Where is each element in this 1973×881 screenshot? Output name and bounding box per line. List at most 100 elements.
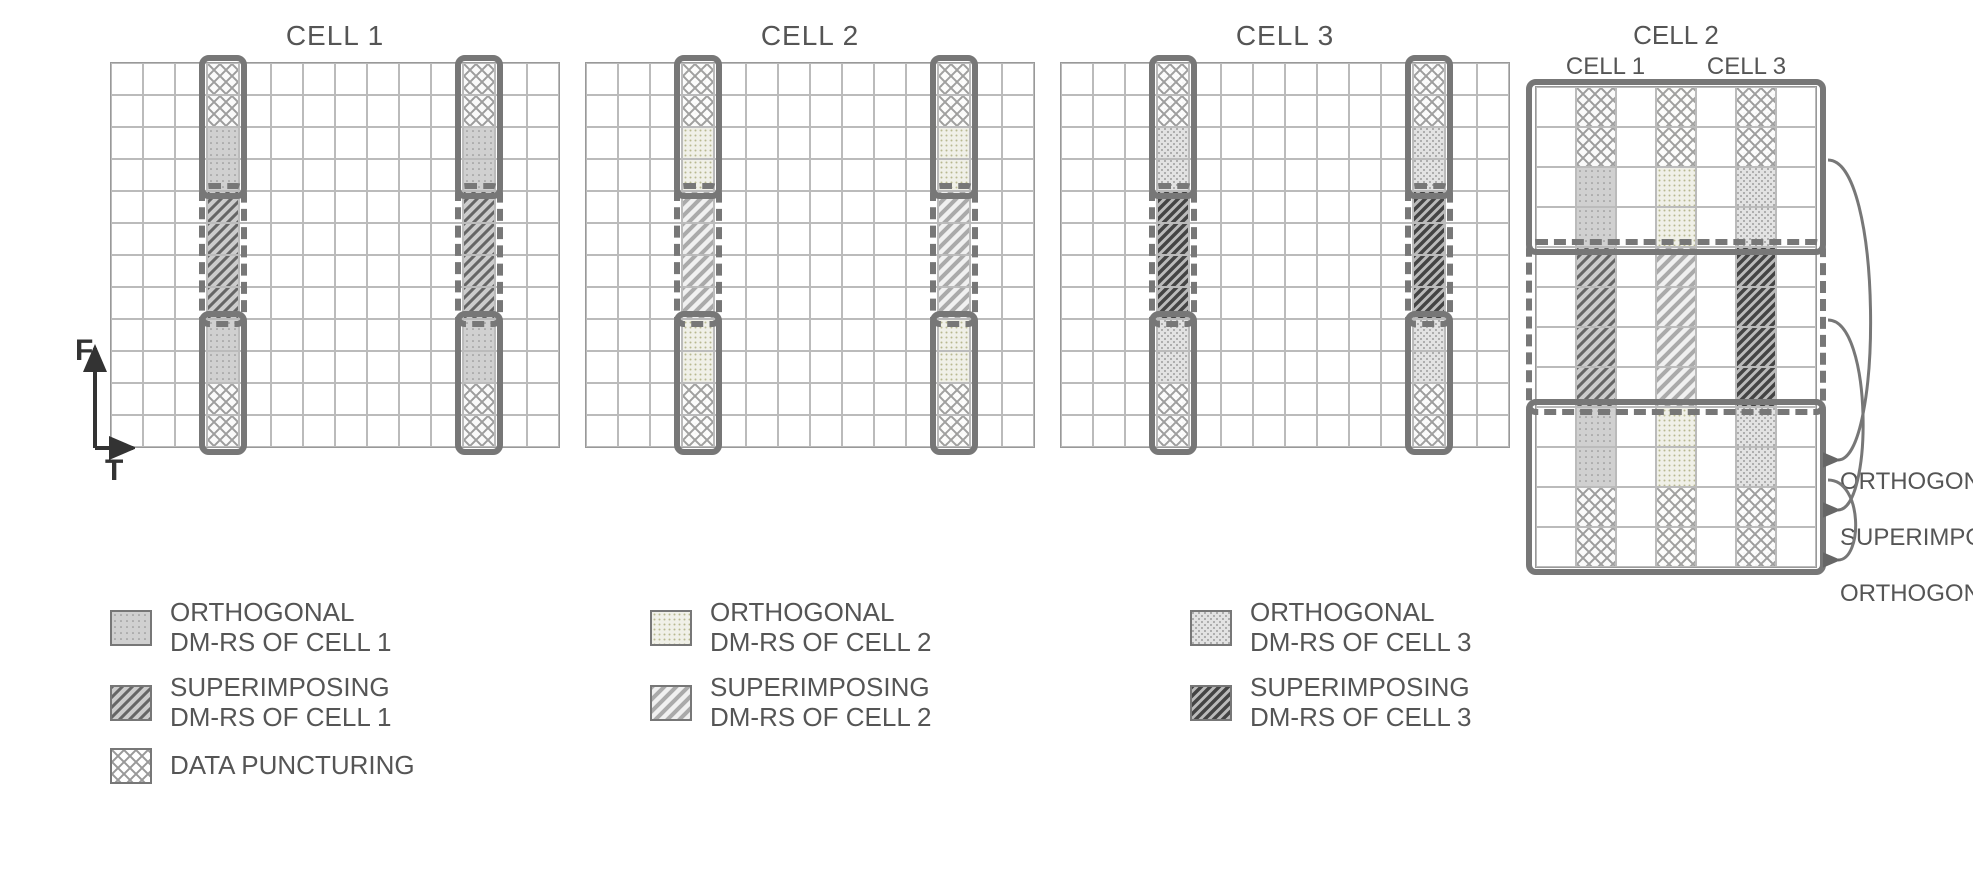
grid-cell [1536, 127, 1576, 167]
grid-cell [527, 63, 559, 95]
grid-cell [1221, 383, 1253, 415]
grid-cell [271, 383, 303, 415]
grid-cell [463, 351, 495, 383]
legend-item: ORTHOGONAL DM-RS OF CELL 1 [110, 598, 590, 658]
grid-cell [1189, 63, 1221, 95]
grid-cell [527, 287, 559, 319]
grid-cell [495, 63, 527, 95]
grid-cell [938, 287, 970, 319]
grid-cell [463, 127, 495, 159]
grid-cell [1656, 127, 1696, 167]
grid-cell [527, 415, 559, 447]
grid-cell [495, 255, 527, 287]
grid-cell [874, 127, 906, 159]
grid-cell [1157, 95, 1189, 127]
grid-cell [778, 351, 810, 383]
grid-cell [1776, 167, 1816, 207]
grid-cell [1413, 127, 1445, 159]
grid-cell [650, 191, 682, 223]
grid-cell [1125, 159, 1157, 191]
grid-cell [714, 383, 746, 415]
grid-cell [618, 223, 650, 255]
grid-cell [1061, 287, 1093, 319]
legend-item: SUPERIMPOSING DM-RS OF CELL 2 [650, 673, 1130, 733]
grid-cell [1656, 287, 1696, 327]
grid-cell [495, 127, 527, 159]
grid-cell [874, 159, 906, 191]
grid-cell [938, 191, 970, 223]
grid-cell [1656, 487, 1696, 527]
grid-cell [495, 223, 527, 255]
grid-cell [1776, 327, 1816, 367]
grid-cell [367, 191, 399, 223]
grid-cell [778, 127, 810, 159]
grid-cell [842, 415, 874, 447]
grid-cell [303, 95, 335, 127]
grid-cell [682, 159, 714, 191]
grid-cell [1349, 223, 1381, 255]
grid-cell [1445, 415, 1477, 447]
grid-cell [1002, 95, 1034, 127]
grid-cell [778, 191, 810, 223]
grid-cell [143, 95, 175, 127]
grid-cell [1317, 255, 1349, 287]
grid-cell [1736, 167, 1776, 207]
grid-cell [303, 127, 335, 159]
grid-cell [906, 223, 938, 255]
legend-label: DATA PUNCTURING [170, 751, 415, 781]
grid-cell [399, 63, 431, 95]
grid-cell [1656, 247, 1696, 287]
grid-cell [1061, 383, 1093, 415]
grid-cell [367, 415, 399, 447]
grid-cell [1253, 415, 1285, 447]
grid-cell [463, 415, 495, 447]
grid-cell [1189, 287, 1221, 319]
grid-cell [1253, 351, 1285, 383]
grid-cell [1061, 63, 1093, 95]
grid-cell [1616, 87, 1656, 127]
grid-cell [1656, 407, 1696, 447]
grid-cell [778, 255, 810, 287]
grid-cell [1349, 287, 1381, 319]
grid-cell [207, 319, 239, 351]
grid-cell [239, 127, 271, 159]
grid-cell [431, 351, 463, 383]
grid-cell [842, 223, 874, 255]
grid-cell [431, 415, 463, 447]
grid-cell [746, 287, 778, 319]
grid-cell [970, 383, 1002, 415]
grid-cell [1061, 223, 1093, 255]
grid-cell [1253, 287, 1285, 319]
legend-label: ORTHOGONAL DM-RS OF CELL 1 [170, 598, 392, 658]
grid-cell [527, 159, 559, 191]
grid-cell [271, 63, 303, 95]
grid-cell [1413, 159, 1445, 191]
grid-cell [586, 287, 618, 319]
grid-cell [335, 63, 367, 95]
grid-cell [1477, 415, 1509, 447]
grid-cell [586, 223, 618, 255]
grid-cell [778, 319, 810, 351]
grid-cell [1696, 87, 1736, 127]
grid-cell [1381, 383, 1413, 415]
grid-cell [1477, 319, 1509, 351]
grid-cell [1093, 351, 1125, 383]
grid-cell [367, 351, 399, 383]
grid-cell [1696, 287, 1736, 327]
grid-cell [938, 383, 970, 415]
grid-cell [746, 159, 778, 191]
grid-cell [271, 351, 303, 383]
grid-cell [431, 191, 463, 223]
grid-cell [399, 415, 431, 447]
grid-cell [1616, 127, 1656, 167]
grid-cell [1349, 159, 1381, 191]
legend-item: SUPERIMPOSING DM-RS OF CELL 1 [110, 673, 590, 733]
grid-cell [618, 415, 650, 447]
grid-cell [463, 287, 495, 319]
grid-cell [303, 191, 335, 223]
grid-cell [842, 255, 874, 287]
grid-cell [778, 383, 810, 415]
grid-cell [111, 255, 143, 287]
grid-cell [399, 319, 431, 351]
grid-cell [207, 95, 239, 127]
